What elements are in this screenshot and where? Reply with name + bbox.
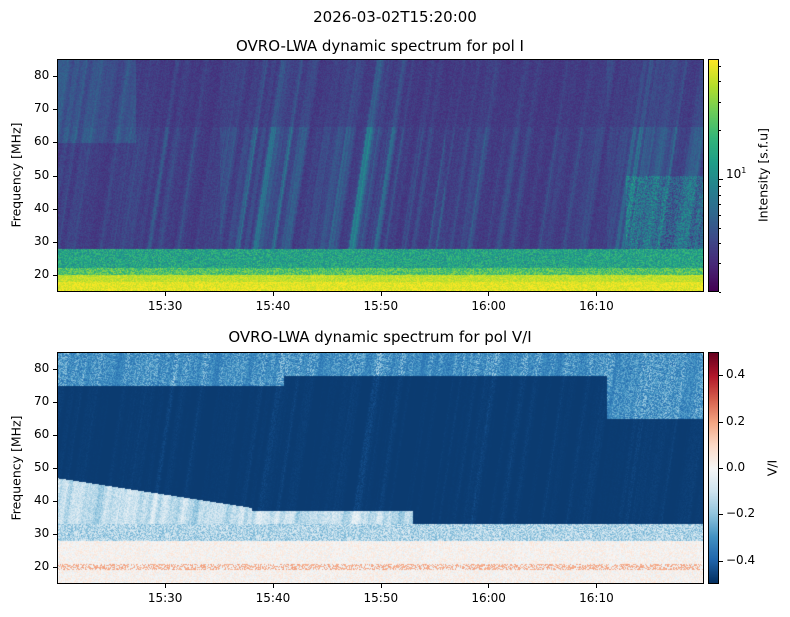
x-tick-label: 16:10 [579, 591, 614, 605]
y-tick-label: 60 [34, 426, 50, 441]
v-over-i-spectrogram [57, 352, 704, 584]
colorbar-tick [719, 65, 721, 67]
y-tick [53, 368, 57, 370]
v-over-i-colorbar-label: V/I [764, 459, 780, 477]
x-tick [272, 584, 274, 588]
intensity-colorbar-major-tick-label: 101 [726, 166, 747, 181]
bottom-plot-title: OVRO-LWA dynamic spectrum for pol V/I [228, 328, 532, 346]
v-over-i-heatmap [58, 353, 703, 583]
y-tick-label: 30 [34, 526, 50, 541]
colorbar-tick [719, 186, 721, 188]
y-tick [53, 434, 57, 436]
x-tick [488, 584, 490, 588]
y-tick [53, 108, 57, 110]
figure-suptitle: 2026-03-02T15:20:00 [313, 8, 477, 26]
y-tick [53, 534, 57, 536]
y-tick [53, 142, 57, 144]
x-tick-label: 16:00 [471, 591, 506, 605]
v-over-i-colorbar [708, 352, 719, 584]
colorbar-tick-label: 0.4 [726, 367, 746, 382]
colorbar-tick [719, 101, 721, 103]
x-tick [164, 584, 166, 588]
colorbar-tick [719, 81, 721, 83]
x-tick-label: 16:00 [471, 299, 506, 313]
colorbar-tick [719, 263, 721, 265]
colorbar-tick [719, 243, 721, 245]
bottom-y-axis-label: Frequency [MHz] [8, 415, 24, 521]
x-tick-label: 15:40 [255, 591, 291, 605]
y-tick-label: 80 [34, 360, 50, 375]
y-tick-label: 20 [34, 559, 50, 574]
y-tick [53, 175, 57, 177]
x-tick-label: 16:10 [579, 299, 614, 313]
x-tick [596, 292, 598, 296]
stokes-i-heatmap [58, 60, 703, 291]
x-tick [164, 292, 166, 296]
x-tick-label: 15:50 [363, 299, 399, 313]
colorbar-tick-label: 0.0 [726, 460, 746, 474]
colorbar-tick [719, 514, 723, 516]
x-tick [380, 584, 382, 588]
colorbar-tick [719, 203, 721, 205]
colorbar-tick [719, 130, 721, 132]
colorbar-tick [719, 178, 723, 180]
y-tick [53, 468, 57, 469]
y-tick-label: 40 [34, 200, 50, 215]
x-tick-label: 15:30 [147, 299, 183, 313]
intensity-colorbar-label: Intensity [s.f.u] [755, 127, 771, 223]
colorbar-tick-label: −0.2 [726, 506, 756, 521]
colorbar-tick [719, 292, 721, 293]
y-tick-label: 70 [34, 100, 50, 115]
y-tick-label: 40 [34, 493, 50, 508]
y-tick [53, 208, 57, 210]
x-tick-label: 15:50 [363, 591, 399, 605]
x-tick-label: 15:30 [147, 591, 183, 605]
colorbar-tick-label: 0.2 [726, 413, 746, 428]
x-tick [488, 292, 490, 296]
y-tick-label: 60 [34, 134, 50, 149]
y-tick [53, 275, 57, 277]
x-tick [272, 292, 274, 296]
colorbar-tick [719, 214, 721, 216]
colorbar-tick [719, 468, 723, 469]
x-tick [380, 292, 382, 296]
y-tick [53, 567, 57, 569]
colorbar-tick [719, 560, 723, 562]
y-tick-label: 30 [34, 234, 50, 249]
colorbar-tick [719, 227, 721, 229]
y-tick-label: 20 [34, 267, 50, 282]
y-tick-label: 50 [34, 167, 50, 182]
colorbar-tick [719, 375, 723, 377]
x-tick-label: 15:40 [255, 299, 291, 313]
y-tick [53, 501, 57, 503]
top-plot-title: OVRO-LWA dynamic spectrum for pol I [236, 37, 524, 55]
intensity-colorbar [708, 59, 719, 292]
top-y-axis-label: Frequency [MHz] [8, 122, 24, 228]
y-tick [53, 401, 57, 403]
x-tick [596, 584, 598, 588]
y-tick-label: 70 [34, 393, 50, 408]
y-tick [53, 75, 57, 77]
y-tick-label: 50 [34, 460, 50, 474]
colorbar-tick [719, 194, 721, 196]
y-tick-label: 80 [34, 67, 50, 82]
colorbar-tick [719, 421, 723, 423]
stokes-i-spectrogram [57, 59, 704, 292]
colorbar-tick-label: −0.4 [726, 552, 756, 567]
y-tick [53, 242, 57, 244]
